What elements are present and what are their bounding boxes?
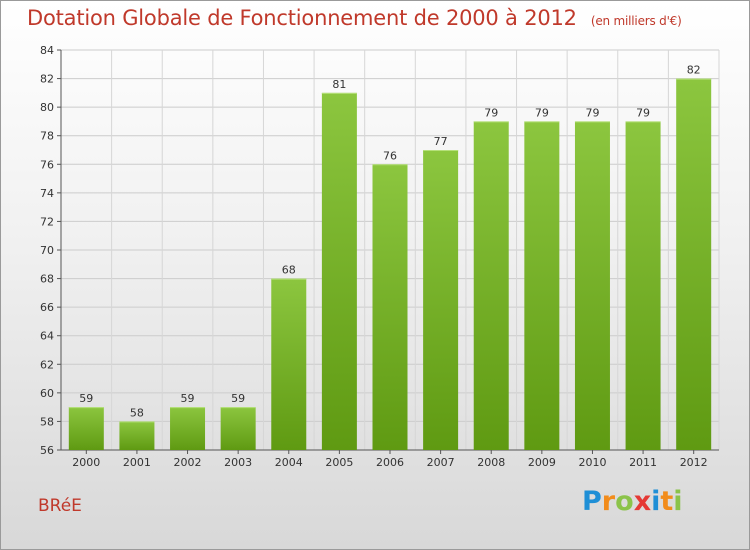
y-tick-label: 84 bbox=[40, 44, 54, 57]
y-tick-label: 56 bbox=[40, 444, 54, 457]
value-label-2012: 82 bbox=[687, 64, 701, 77]
unit-note: (en milliers d'€) bbox=[590, 14, 682, 28]
y-tick-label: 76 bbox=[40, 158, 54, 171]
y-tick-label: 66 bbox=[40, 301, 54, 314]
x-tick-label-2006: 2006 bbox=[376, 456, 404, 469]
value-label-2006: 76 bbox=[383, 149, 397, 162]
value-label-2011: 79 bbox=[636, 106, 650, 119]
logo-letter: t bbox=[660, 486, 674, 517]
y-tick-label: 62 bbox=[40, 358, 54, 371]
y-tick-label: 74 bbox=[40, 187, 54, 200]
bar-2004 bbox=[271, 278, 307, 450]
x-tick-label-2007: 2007 bbox=[427, 456, 455, 469]
logo-letter: r bbox=[601, 486, 616, 517]
y-tick-label: 64 bbox=[40, 330, 54, 343]
logo-letter: x bbox=[633, 486, 652, 517]
bar-2011 bbox=[625, 121, 661, 450]
x-tick-label-2009: 2009 bbox=[528, 456, 556, 469]
bar-2005 bbox=[321, 92, 357, 450]
y-tick-label: 78 bbox=[40, 130, 54, 143]
x-tick-label-2008: 2008 bbox=[477, 456, 505, 469]
y-tick-label: 58 bbox=[40, 415, 54, 428]
x-tick-label-2010: 2010 bbox=[578, 456, 606, 469]
x-tick-label-2005: 2005 bbox=[325, 456, 353, 469]
y-tick-label: 82 bbox=[40, 73, 54, 86]
x-tick-label-2003: 2003 bbox=[224, 456, 252, 469]
bars bbox=[68, 78, 712, 451]
value-label-2000: 59 bbox=[79, 392, 93, 405]
logo-letter: i bbox=[651, 486, 661, 517]
bar-2012 bbox=[676, 78, 712, 451]
bar-2010 bbox=[574, 121, 610, 450]
y-tick-label: 60 bbox=[40, 387, 54, 400]
chart-title: Dotation Globale de Fonctionnement de 20… bbox=[27, 6, 682, 30]
logo-letter: o bbox=[615, 486, 634, 517]
x-tick-label-2004: 2004 bbox=[275, 456, 303, 469]
value-label-2002: 59 bbox=[181, 392, 195, 405]
bar-2008 bbox=[473, 121, 509, 450]
y-tick-label: 80 bbox=[40, 101, 54, 114]
commune-name: BRéE bbox=[38, 496, 82, 516]
proxiti-logo: Proxiti bbox=[582, 486, 683, 517]
x-tick-label-2011: 2011 bbox=[629, 456, 657, 469]
x-tick-label-2002: 2002 bbox=[174, 456, 202, 469]
bar-2006 bbox=[372, 164, 408, 451]
value-label-2003: 59 bbox=[231, 392, 245, 405]
bar-2002 bbox=[170, 407, 206, 450]
x-tick-label-2000: 2000 bbox=[72, 456, 100, 469]
logo-letter: P bbox=[582, 486, 602, 517]
value-label-2008: 79 bbox=[484, 106, 498, 119]
y-tick-label: 72 bbox=[40, 215, 54, 228]
bar-2003 bbox=[220, 407, 256, 450]
value-label-2005: 81 bbox=[332, 78, 346, 91]
logo-letter: i bbox=[673, 486, 683, 517]
x-tick-label-2012: 2012 bbox=[680, 456, 708, 469]
y-tick-label: 70 bbox=[40, 244, 54, 257]
x-tick-label-2001: 2001 bbox=[123, 456, 151, 469]
value-label-2010: 79 bbox=[585, 106, 599, 119]
value-label-2004: 68 bbox=[282, 264, 296, 277]
value-label-2001: 58 bbox=[130, 406, 144, 419]
bar-2009 bbox=[524, 121, 560, 450]
title-text: Dotation Globale de Fonctionnement de 20… bbox=[27, 6, 577, 30]
value-label-2007: 77 bbox=[434, 135, 448, 148]
bar-2000 bbox=[68, 407, 104, 450]
bar-2001 bbox=[119, 421, 155, 450]
value-label-2009: 79 bbox=[535, 106, 549, 119]
bar-2007 bbox=[423, 150, 459, 450]
y-tick-label: 68 bbox=[40, 273, 54, 286]
value-labels: 59 58 59 59 68 81 76 77 79 79 79 79 82 bbox=[79, 64, 700, 420]
